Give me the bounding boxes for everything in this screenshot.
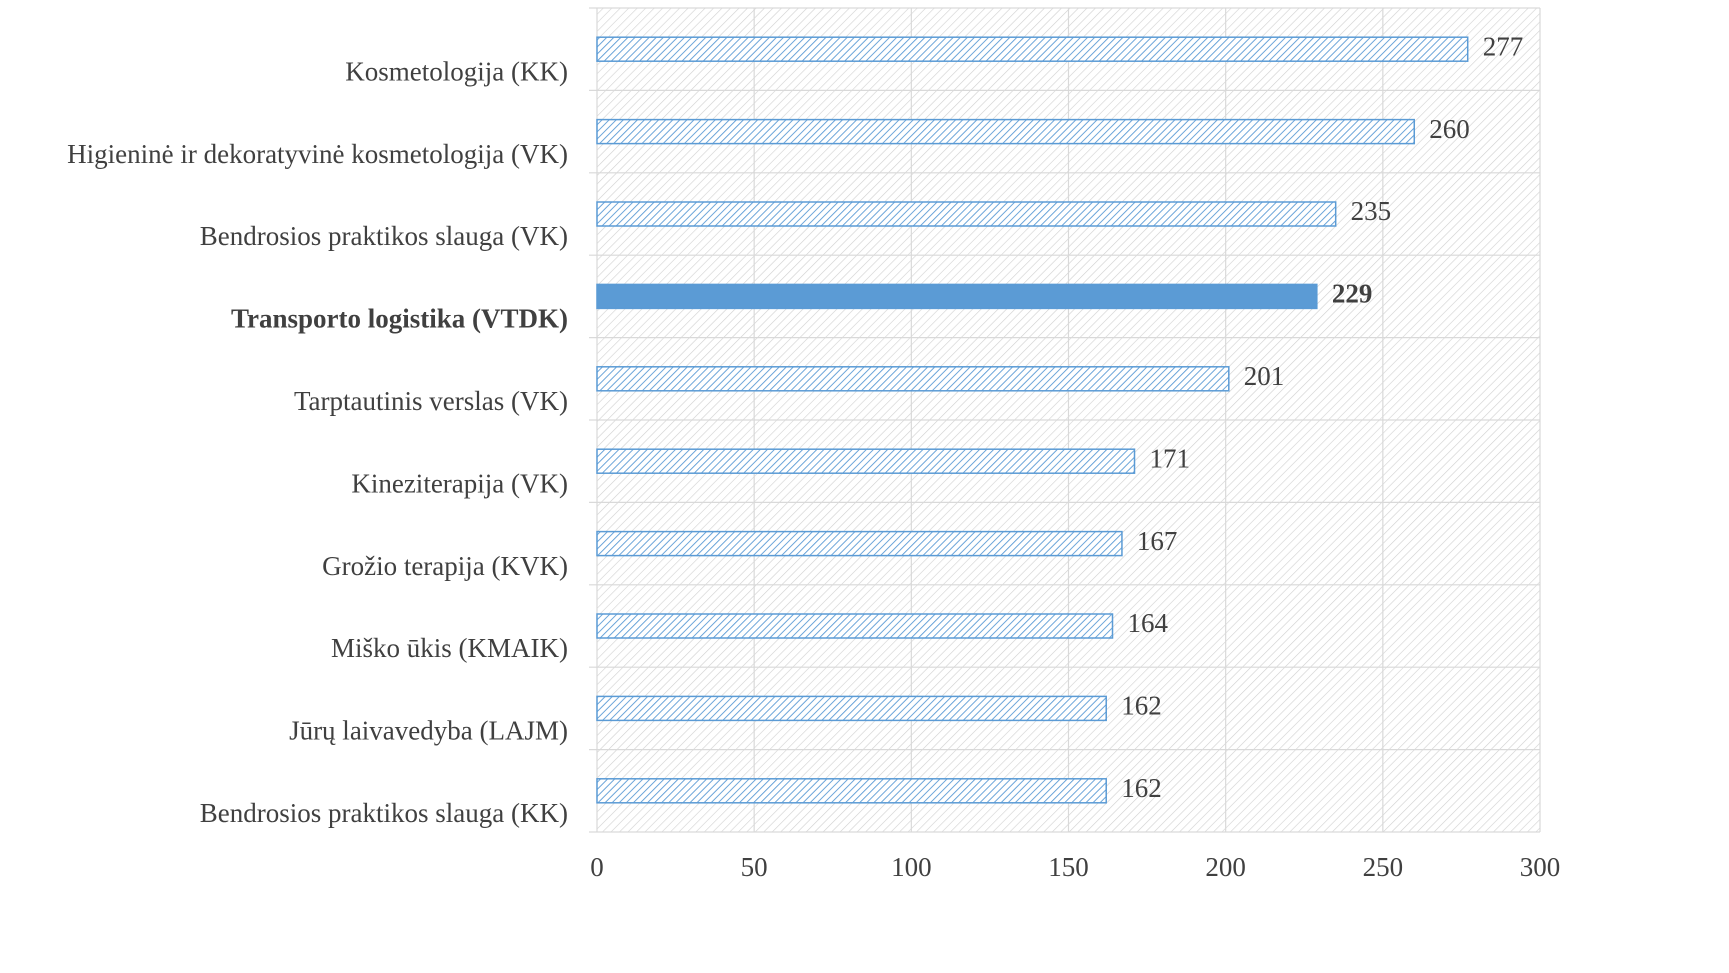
bar <box>596 613 1114 639</box>
y-tick-label: Bendrosios praktikos slauga (KK) <box>200 798 568 828</box>
value-label: 162 <box>1121 773 1162 803</box>
x-tick-label: 0 <box>590 852 604 882</box>
x-tick-label: 200 <box>1205 852 1246 882</box>
value-label: 164 <box>1128 608 1169 638</box>
value-label: 162 <box>1121 691 1162 721</box>
bar <box>596 283 1318 310</box>
y-tick-label: Bendrosios praktikos slauga (VK) <box>200 221 568 251</box>
bar <box>596 778 1107 804</box>
y-tick-label: Tarptautinis verslas (VK) <box>294 386 568 416</box>
bar <box>596 118 1416 145</box>
value-label: 229 <box>1332 279 1373 309</box>
y-tick-label: Grožio terapija (KVK) <box>322 551 568 581</box>
x-tick-label: 100 <box>891 852 932 882</box>
bar <box>596 366 1230 392</box>
x-tick-label: 50 <box>741 852 768 882</box>
value-label: 167 <box>1137 526 1178 556</box>
value-label: 171 <box>1150 443 1191 473</box>
y-tick-label: Higieninė ir dekoratyvinė kosmetologija … <box>67 139 568 169</box>
bar <box>596 530 1123 557</box>
bar <box>596 201 1337 227</box>
bar <box>596 448 1136 474</box>
value-label: 235 <box>1351 196 1392 226</box>
y-tick-label: Kineziterapija (VK) <box>351 468 568 498</box>
value-label: 201 <box>1244 361 1285 391</box>
y-tick-label: Transporto logistika (VTDK) <box>231 304 568 334</box>
bar <box>596 695 1107 722</box>
x-tick-label: 250 <box>1363 852 1404 882</box>
bar <box>596 36 1469 62</box>
value-label: 277 <box>1483 31 1524 61</box>
y-tick-label: Miško ūkis (KMAIK) <box>331 633 568 663</box>
x-tick-label: 300 <box>1520 852 1561 882</box>
y-tick-label: Jūrų laivavedyba (LAJM) <box>289 716 568 746</box>
x-tick-label: 150 <box>1048 852 1089 882</box>
value-label: 260 <box>1429 114 1470 144</box>
y-tick-label: Kosmetologija (KK) <box>345 56 568 86</box>
